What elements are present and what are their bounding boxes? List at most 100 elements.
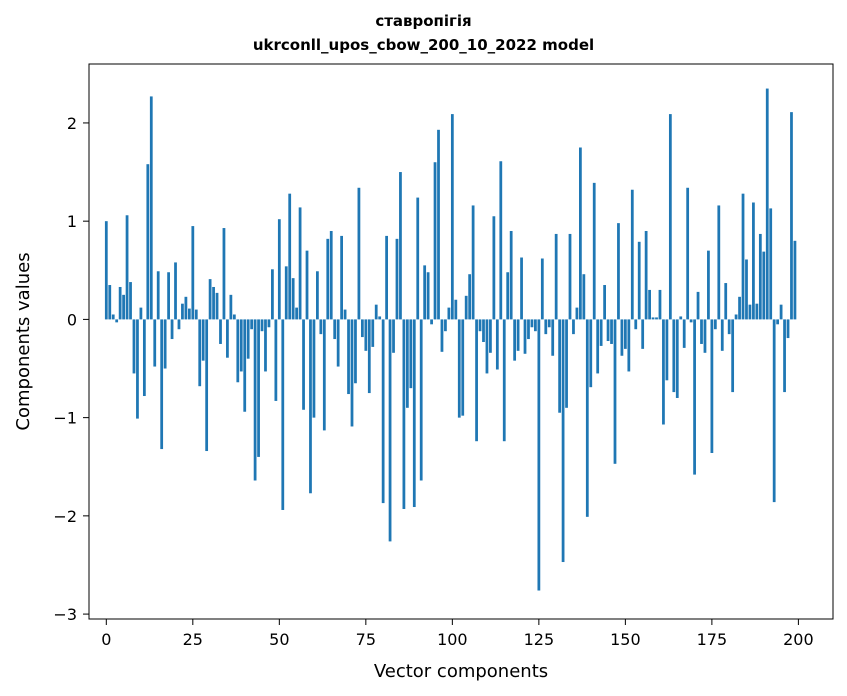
- bar: [184, 296, 188, 320]
- bar: [239, 319, 243, 372]
- bar: [302, 319, 305, 410]
- bar: [305, 250, 309, 320]
- bar: [316, 271, 319, 320]
- bar: [793, 240, 797, 320]
- bar: [634, 319, 638, 330]
- bar: [450, 114, 454, 320]
- y-tick-label: −1: [53, 409, 77, 428]
- chart-title: ставропігія: [375, 12, 472, 30]
- bar: [364, 319, 368, 351]
- x-tick-label: 100: [437, 630, 468, 649]
- bar: [360, 319, 364, 338]
- bar: [122, 294, 125, 320]
- bar: [700, 319, 703, 344]
- bar: [243, 319, 247, 412]
- bar: [540, 258, 544, 320]
- bar: [693, 319, 696, 475]
- bar: [724, 283, 728, 320]
- bar: [257, 319, 260, 457]
- y-tick-label: 2: [67, 114, 77, 133]
- x-tick-label: 125: [524, 630, 555, 649]
- bar: [617, 223, 620, 320]
- y-tick-label: −2: [53, 507, 77, 526]
- y-tick-label: 1: [67, 212, 77, 231]
- bar: [309, 319, 312, 494]
- bar: [769, 208, 773, 320]
- bar: [516, 319, 520, 351]
- bar: [513, 319, 517, 361]
- bar: [115, 319, 119, 323]
- bar: [125, 215, 129, 320]
- y-axis-ticks: −3 −2 −1 0 1 2: [53, 114, 89, 624]
- bar: [644, 230, 648, 320]
- bar: [707, 250, 710, 320]
- bar: [786, 319, 790, 339]
- bar: [153, 319, 157, 367]
- x-axis-ticks: 0 25 50 75 100 125 150 175 200: [101, 619, 814, 649]
- bar: [437, 129, 440, 320]
- bar: [440, 319, 444, 352]
- bar: [385, 235, 388, 320]
- bar: [381, 319, 385, 504]
- bar-series: [104, 88, 797, 591]
- bar: [675, 319, 679, 398]
- bar: [482, 319, 485, 342]
- bar: [530, 319, 534, 328]
- bar: [779, 304, 783, 320]
- bar: [527, 319, 530, 340]
- bar: [167, 272, 170, 320]
- bar: [758, 233, 762, 320]
- bar: [551, 319, 555, 356]
- bar: [585, 319, 589, 517]
- bar: [623, 319, 627, 349]
- bar: [558, 319, 562, 413]
- bar: [146, 164, 150, 320]
- bar: [630, 189, 634, 320]
- bar: [713, 319, 717, 330]
- bar: [367, 319, 371, 394]
- bar: [281, 319, 285, 510]
- x-tick-label: 25: [183, 630, 203, 649]
- bar: [755, 303, 759, 320]
- bar: [388, 319, 392, 542]
- bar: [523, 319, 527, 354]
- bar: [734, 314, 738, 320]
- bar: [575, 307, 579, 320]
- bar: [686, 187, 690, 320]
- bar: [579, 147, 582, 320]
- bar: [572, 319, 575, 335]
- bar: [374, 304, 378, 320]
- bar: [357, 187, 361, 320]
- bar: [499, 161, 503, 320]
- bar: [343, 309, 347, 320]
- bar: [710, 319, 714, 453]
- x-tick-label: 200: [783, 630, 814, 649]
- bar: [596, 319, 600, 374]
- bar: [748, 304, 752, 320]
- bar: [565, 319, 568, 408]
- bar: [333, 319, 337, 340]
- bar: [592, 182, 596, 320]
- bar: [610, 319, 613, 344]
- bar: [139, 307, 143, 320]
- bar: [132, 319, 136, 374]
- bar: [762, 251, 766, 320]
- bar: [111, 314, 115, 320]
- bar: [177, 319, 181, 330]
- bar: [222, 228, 226, 320]
- bar: [468, 274, 472, 320]
- bar: [340, 235, 343, 320]
- bar: [149, 96, 153, 320]
- bar: [696, 291, 700, 320]
- bar: [547, 319, 551, 328]
- y-tick-label: 0: [67, 310, 77, 329]
- x-axis-label: Vector components: [374, 661, 548, 682]
- bar: [205, 319, 209, 452]
- bar: [260, 319, 264, 332]
- x-tick-label: 0: [101, 630, 111, 649]
- bar: [312, 319, 316, 418]
- bar: [703, 319, 707, 353]
- bar: [419, 319, 423, 481]
- bar: [219, 319, 222, 344]
